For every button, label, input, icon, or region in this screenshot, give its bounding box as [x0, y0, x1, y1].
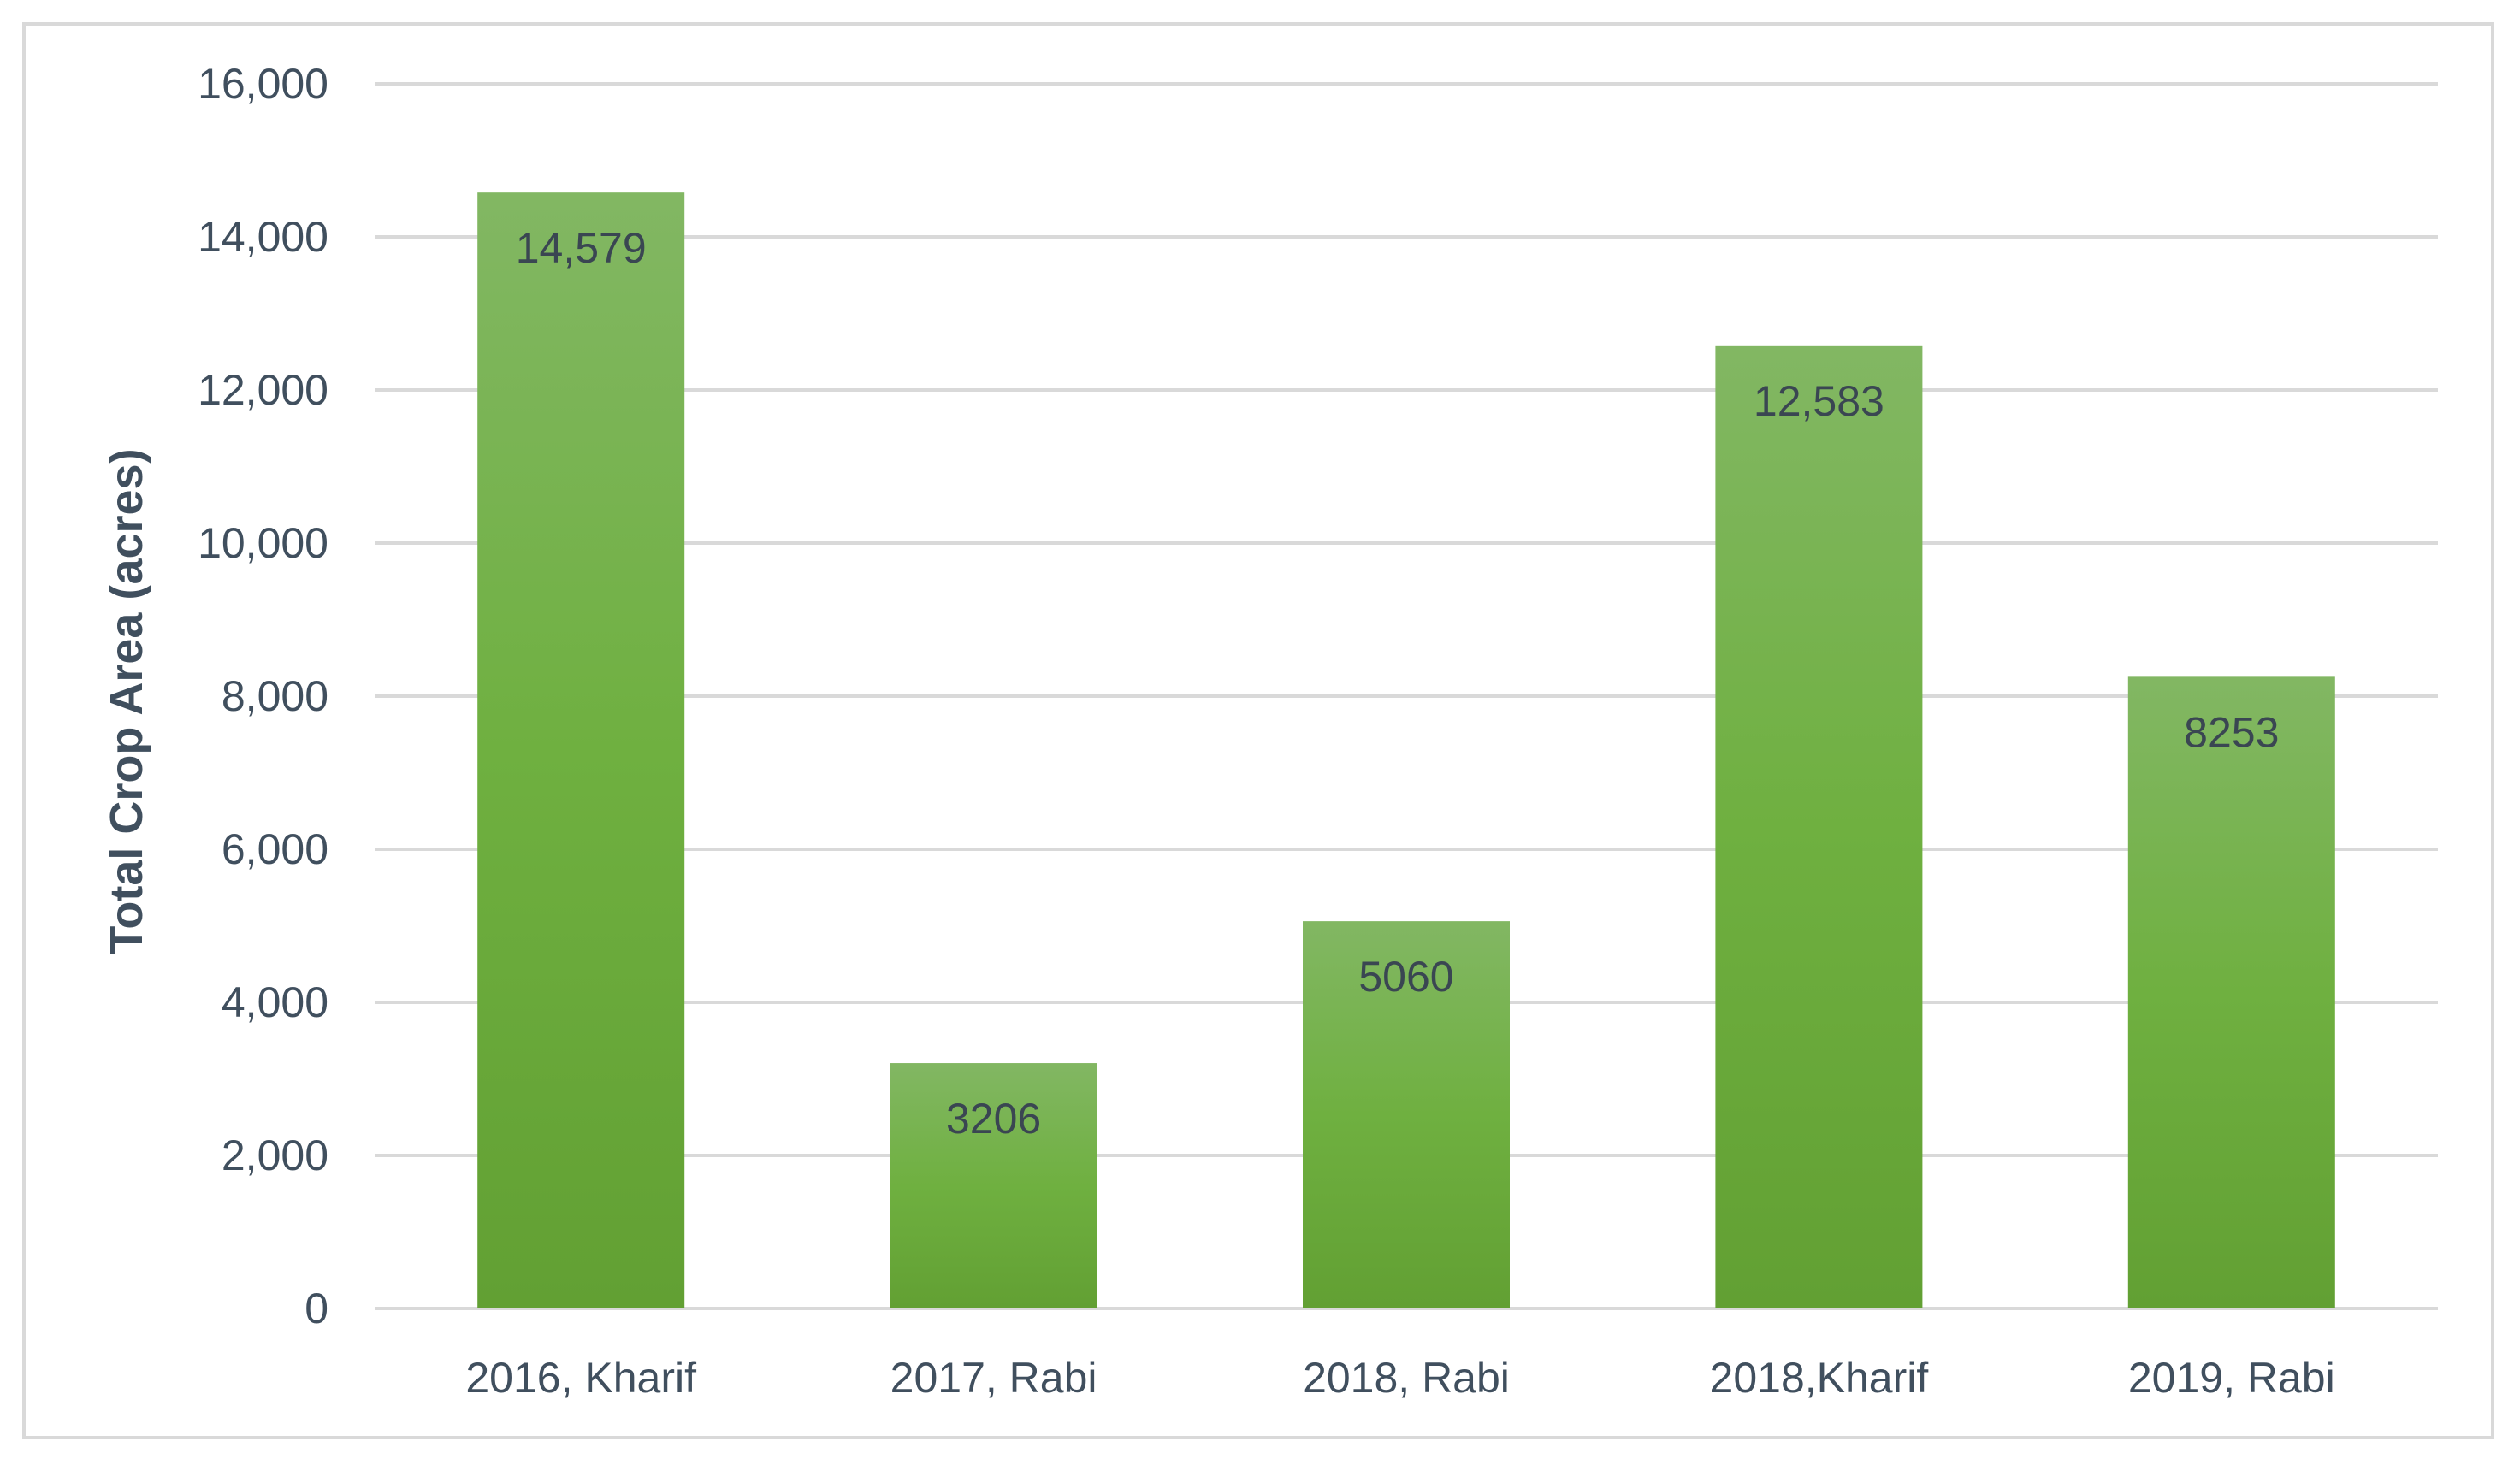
y-tick-label: 14,000 [198, 213, 328, 261]
bar [1715, 345, 1923, 1308]
x-category-label: 2018, Rabi [1303, 1354, 1510, 1402]
bars [477, 192, 2335, 1309]
y-tick-label: 16,000 [198, 60, 328, 108]
y-tick-label: 0 [305, 1285, 328, 1332]
bar-data-label: 8253 [2184, 708, 2279, 756]
y-tick-label: 8,000 [222, 672, 328, 720]
y-tick-label: 2,000 [222, 1131, 328, 1179]
x-axis-categories: 2016, Kharif 2017, Rabi 2018, Rabi 2018,Kha… [465, 1354, 2334, 1402]
bar [477, 192, 685, 1309]
x-category-label: 2018,Kharif [1710, 1354, 1929, 1402]
bar [2127, 676, 2335, 1308]
bar-data-label: 3206 [946, 1095, 1041, 1143]
bar-data-label: 14,579 [516, 224, 647, 272]
bar-data-label: 12,583 [1754, 377, 1884, 425]
bar-data-label: 5060 [1358, 953, 1453, 1001]
x-category-label: 2019, Rabi [2128, 1354, 2335, 1402]
y-axis-title: Total Crop Area (acres) [101, 448, 152, 954]
y-tick-label: 6,000 [222, 825, 328, 873]
bar [890, 1063, 1097, 1308]
y-tick-label: 10,000 [198, 519, 328, 567]
gridlines [375, 82, 2438, 1310]
x-category-label: 2016, Kharif [465, 1354, 696, 1402]
y-axis-ticks: 0 2,000 4,000 6,000 8,000 10,000 12,000 14,000 1… [198, 60, 328, 1332]
data-labels: 14,579 3206 5060 12,583 8253 [516, 224, 2280, 1143]
bar [1303, 921, 1510, 1308]
y-tick-label: 4,000 [222, 978, 328, 1026]
x-category-label: 2017, Rabi [890, 1354, 1097, 1402]
y-tick-label: 12,000 [198, 366, 328, 414]
chart-frame [22, 22, 2494, 1439]
